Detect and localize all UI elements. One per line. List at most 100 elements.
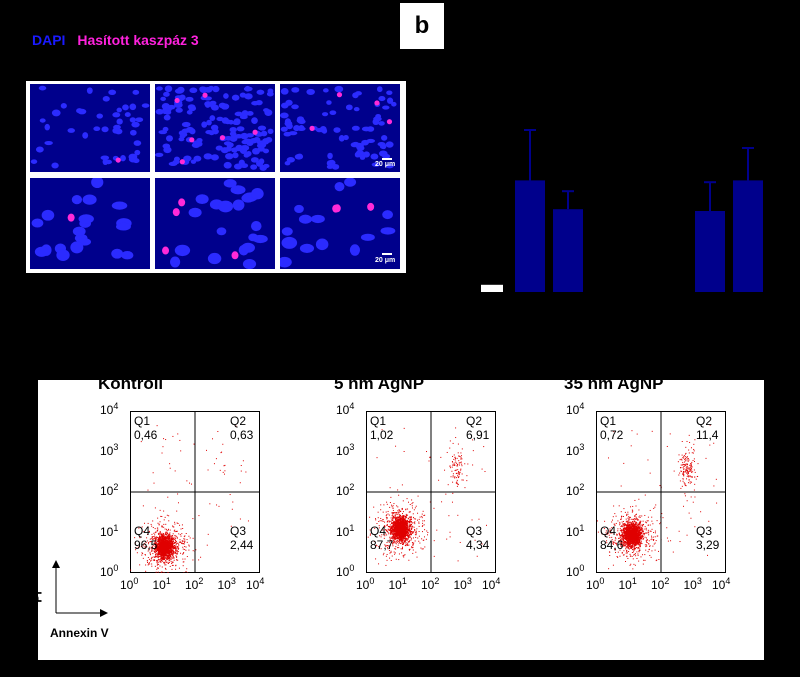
event-dot xyxy=(460,457,462,459)
event-dot xyxy=(158,553,160,555)
quadrant-label-q2: Q2 0,63 xyxy=(230,414,253,442)
event-dot xyxy=(398,524,400,526)
event-dot xyxy=(412,532,414,534)
nucleus-mark xyxy=(209,115,216,121)
event-dot xyxy=(164,550,166,552)
event-dot xyxy=(162,540,164,542)
event-dot xyxy=(170,536,172,538)
event-dot xyxy=(164,537,166,539)
y-tick-label: 104 xyxy=(336,401,355,417)
event-dot xyxy=(162,543,164,545)
event-dot xyxy=(391,530,393,532)
event-dot xyxy=(376,457,378,459)
event-dot xyxy=(165,536,167,538)
event-dot xyxy=(160,543,162,545)
event-dot xyxy=(158,561,160,563)
event-dot xyxy=(148,530,150,532)
event-dot xyxy=(449,447,451,449)
event-dot xyxy=(376,545,378,547)
event-dot xyxy=(163,559,165,561)
event-dot xyxy=(392,531,394,533)
event-dot xyxy=(400,524,402,526)
event-dot xyxy=(163,536,165,538)
event-dot xyxy=(167,555,169,557)
event-dot xyxy=(175,540,177,542)
event-dot xyxy=(408,529,410,531)
event-dot xyxy=(401,530,403,532)
event-dot xyxy=(175,530,177,532)
event-dot xyxy=(411,521,413,523)
event-dot xyxy=(172,564,174,566)
event-dot xyxy=(164,552,166,554)
event-dot xyxy=(418,525,420,527)
event-dot xyxy=(165,551,167,553)
event-dot xyxy=(170,549,172,551)
event-dot xyxy=(154,543,156,545)
event-dot xyxy=(161,548,163,550)
event-dot xyxy=(407,508,409,510)
nucleus-mark xyxy=(129,117,136,123)
event-dot xyxy=(406,520,408,522)
event-dot xyxy=(398,529,400,531)
event-dot xyxy=(410,529,412,531)
event-dot xyxy=(165,528,167,530)
event-dot xyxy=(169,550,171,552)
event-dot xyxy=(387,510,389,512)
event-dot xyxy=(402,500,404,502)
event-dot xyxy=(445,493,447,495)
event-dot xyxy=(391,522,393,524)
event-dot xyxy=(169,539,171,541)
event-dot xyxy=(161,550,163,552)
event-dot xyxy=(388,541,390,543)
event-dot xyxy=(166,548,168,550)
event-dot xyxy=(401,484,403,486)
event-dot xyxy=(401,538,403,540)
event-dot xyxy=(144,522,146,524)
event-dot xyxy=(438,479,440,481)
event-dot xyxy=(456,457,458,459)
event-dot xyxy=(409,516,411,518)
event-dot xyxy=(405,508,407,510)
event-dot xyxy=(421,531,423,533)
event-dot xyxy=(393,528,395,530)
event-dot xyxy=(166,557,168,559)
event-dot xyxy=(222,471,224,473)
event-dot xyxy=(421,538,423,540)
event-dot xyxy=(164,546,166,548)
event-dot xyxy=(395,535,397,537)
nucleus-mark xyxy=(382,210,394,220)
event-dot xyxy=(184,535,186,537)
event-dot xyxy=(224,464,226,466)
event-dot xyxy=(386,525,388,527)
event-dot xyxy=(159,531,161,533)
event-dot xyxy=(403,527,405,529)
event-dot xyxy=(137,546,139,548)
event-dot xyxy=(392,509,394,511)
quadrant-name: Q4 xyxy=(134,524,151,538)
nucleus-mark xyxy=(359,154,366,160)
event-dot xyxy=(183,543,185,545)
event-dot xyxy=(165,549,167,551)
event-dot xyxy=(401,530,403,532)
event-dot xyxy=(399,525,401,527)
nucleus-mark xyxy=(60,103,67,109)
event-dot xyxy=(143,546,145,548)
event-dot xyxy=(395,529,397,531)
event-dot xyxy=(174,545,176,547)
event-dot xyxy=(165,561,167,563)
event-dot xyxy=(397,529,399,531)
event-dot xyxy=(397,516,399,518)
event-dot xyxy=(153,538,155,540)
scale-label: 20 μm xyxy=(375,161,396,168)
event-dot xyxy=(405,524,407,526)
event-dot xyxy=(160,547,162,549)
event-dot xyxy=(158,536,160,538)
event-dot xyxy=(398,537,400,539)
caspase-mark xyxy=(252,129,258,135)
event-dot xyxy=(399,527,401,529)
event-dot xyxy=(153,540,155,542)
event-dot xyxy=(162,550,164,552)
event-dot xyxy=(398,518,400,520)
event-dot xyxy=(405,539,407,541)
event-dot xyxy=(402,536,404,538)
